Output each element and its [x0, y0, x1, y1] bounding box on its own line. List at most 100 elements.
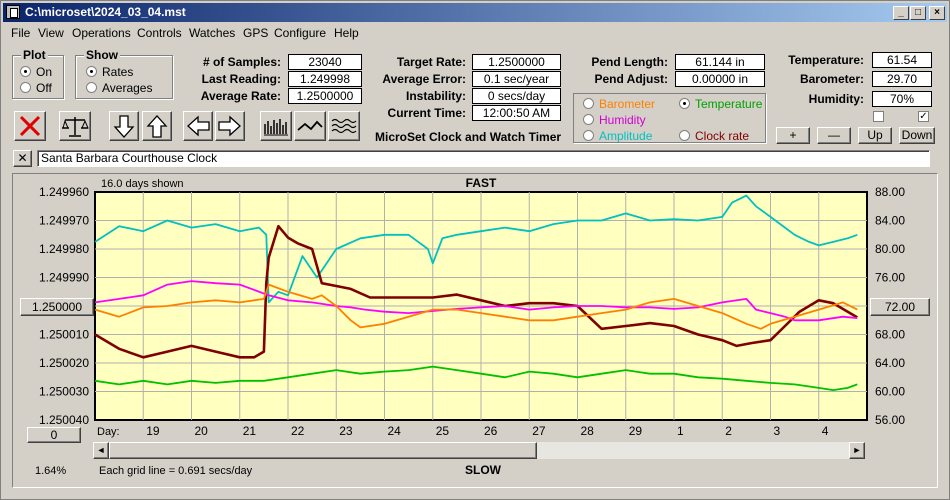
menu-configure[interactable]: Configure — [274, 26, 327, 40]
sensor-barometer-radio[interactable]: Barometer — [583, 97, 655, 111]
target-rate-label: Target Rate: — [396, 55, 466, 69]
temperature-value: 61.54 — [872, 52, 932, 68]
right-center-button[interactable]: 72.00 — [870, 298, 930, 316]
x-tick-label: 3 — [774, 424, 781, 438]
clear-description-button[interactable]: ✕ — [13, 150, 32, 167]
radio-dot — [679, 130, 690, 141]
menu-view[interactable]: View — [38, 26, 64, 40]
checkbox-2[interactable]: ✓ — [918, 111, 929, 122]
series-line-amplitude — [94, 365, 858, 392]
arrow-right-button[interactable] — [215, 111, 245, 141]
balance-scale-icon — [62, 117, 89, 137]
radio-dot — [20, 82, 31, 93]
plot-group: Plot On Off — [12, 48, 64, 99]
close-button[interactable]: × — [929, 6, 945, 20]
x-tick-label: 27 — [532, 424, 546, 438]
samples-label: # of Samples: — [202, 55, 281, 69]
x-tick-label: 2 — [725, 424, 732, 438]
x-tick-label: 23 — [339, 424, 353, 438]
slow-label: SLOW — [465, 463, 502, 477]
menu-help[interactable]: Help — [334, 26, 359, 40]
arrow-up-button[interactable] — [142, 111, 172, 141]
description-input[interactable]: Santa Barbara Courthouse Clock — [37, 150, 930, 167]
menu-operations[interactable]: Operations — [72, 26, 131, 40]
y-right-tick-label: 64.00 — [875, 356, 905, 370]
sensor-temperature-radio[interactable]: Temperature — [679, 97, 762, 111]
horizontal-scrollbar[interactable]: ◄ ► — [93, 442, 865, 459]
minimize-button[interactable]: _ — [893, 6, 909, 20]
pend-length-value: 61.144 in — [675, 54, 765, 70]
x-tick-label: 28 — [581, 424, 595, 438]
menu-file[interactable]: File — [11, 26, 31, 40]
y-left-tick-label: 1.250010 — [39, 328, 89, 342]
percent-label: 1.64% — [35, 465, 66, 477]
y-left-tick-label: 1.249960 — [39, 185, 89, 199]
y-left-tick-label: 1.249980 — [39, 242, 89, 256]
pend-length-label: Pend Length: — [591, 55, 668, 69]
x-axis-label: Day: — [97, 426, 120, 438]
series-line-humidity — [94, 280, 858, 322]
last-reading-label: Last Reading: — [201, 72, 281, 86]
humidity-label: Humidity: — [808, 92, 864, 106]
grid-note-label: Each grid line = 0.691 secs/day — [99, 465, 253, 477]
instability-value: 0 secs/day — [472, 88, 561, 104]
show-averages-radio[interactable]: Averages — [86, 81, 152, 95]
temperature-label: Temperature: — [788, 53, 864, 67]
stop-button[interactable] — [14, 111, 46, 141]
y-right-tick-label: 80.00 — [875, 242, 905, 256]
balance-button[interactable] — [59, 111, 91, 141]
up-button[interactable]: Up — [858, 127, 892, 144]
show-rates-radio[interactable]: Rates — [86, 65, 133, 79]
samples-value: 23040 — [288, 54, 362, 70]
sensor-amplitude-radio[interactable]: Amplitude — [583, 129, 652, 143]
menu-watches[interactable]: Watches — [189, 26, 236, 40]
x-tick-label: 1 — [677, 424, 684, 438]
y-left-tick-label: 1.250030 — [39, 385, 89, 399]
app-icon[interactable] — [6, 5, 20, 19]
arrow-down-button[interactable] — [109, 111, 139, 141]
multi-wave-icon — [331, 118, 357, 134]
window-title: C:\microset\2024_03_04.mst — [25, 5, 186, 19]
pend-adjust-value: 0.00000 in — [675, 71, 765, 87]
minus-button[interactable]: — — [817, 127, 851, 144]
plot-group-title: Plot — [21, 48, 48, 62]
radio-dot — [583, 130, 594, 141]
arrow-left-icon — [187, 115, 210, 137]
scroll-right-button[interactable]: ► — [849, 442, 865, 459]
scroll-left-button[interactable]: ◄ — [93, 442, 109, 459]
menu-controls[interactable]: Controls — [137, 26, 182, 40]
plot-on-radio[interactable]: On — [20, 65, 52, 79]
y-left-tick-label: 1.250020 — [39, 356, 89, 370]
bar-view-button[interactable] — [260, 111, 292, 141]
target-rate-value: 1.2500000 — [472, 54, 561, 70]
menu-gps[interactable]: GPS — [243, 26, 269, 40]
arrow-up-icon — [146, 115, 168, 138]
radio-dot — [583, 98, 594, 109]
x-tick-label: 22 — [291, 424, 305, 438]
current-time-label: Current Time: — [387, 106, 466, 120]
plot-off-radio[interactable]: Off — [20, 81, 52, 95]
wave-view-button[interactable] — [328, 111, 360, 141]
average-rate-label: Average Rate: — [200, 89, 281, 103]
menu-bar: File View Operations Controls Watches GP… — [3, 24, 947, 42]
x-tick-label: 26 — [484, 424, 498, 438]
sensor-clock-rate-radio[interactable]: Clock rate — [679, 129, 749, 143]
title-bar[interactable]: C:\microset\2024_03_04.mst _ □ × — [3, 3, 947, 22]
down-button[interactable]: Down — [899, 127, 935, 144]
radio-dot — [86, 82, 97, 93]
barometer-label: Barometer: — [799, 72, 864, 86]
x-tick-label: 4 — [822, 424, 829, 438]
maximize-button[interactable]: □ — [910, 6, 926, 20]
x-tick-label: 25 — [436, 424, 450, 438]
arrow-left-button[interactable] — [183, 111, 213, 141]
center-rate-button[interactable]: 1.250000 — [20, 298, 94, 316]
sensor-humidity-radio[interactable]: Humidity — [583, 113, 646, 127]
app-caption: MicroSet Clock and Watch Timer — [375, 130, 562, 144]
x-tick-label: 19 — [146, 424, 160, 438]
plus-button[interactable]: + — [776, 127, 810, 144]
line-view-button[interactable] — [294, 111, 326, 141]
scroll-thumb[interactable] — [109, 442, 537, 459]
y-right-tick-label: 56.00 — [875, 413, 905, 427]
zero-button[interactable]: 0 — [27, 427, 81, 443]
checkbox-1[interactable] — [873, 111, 884, 122]
